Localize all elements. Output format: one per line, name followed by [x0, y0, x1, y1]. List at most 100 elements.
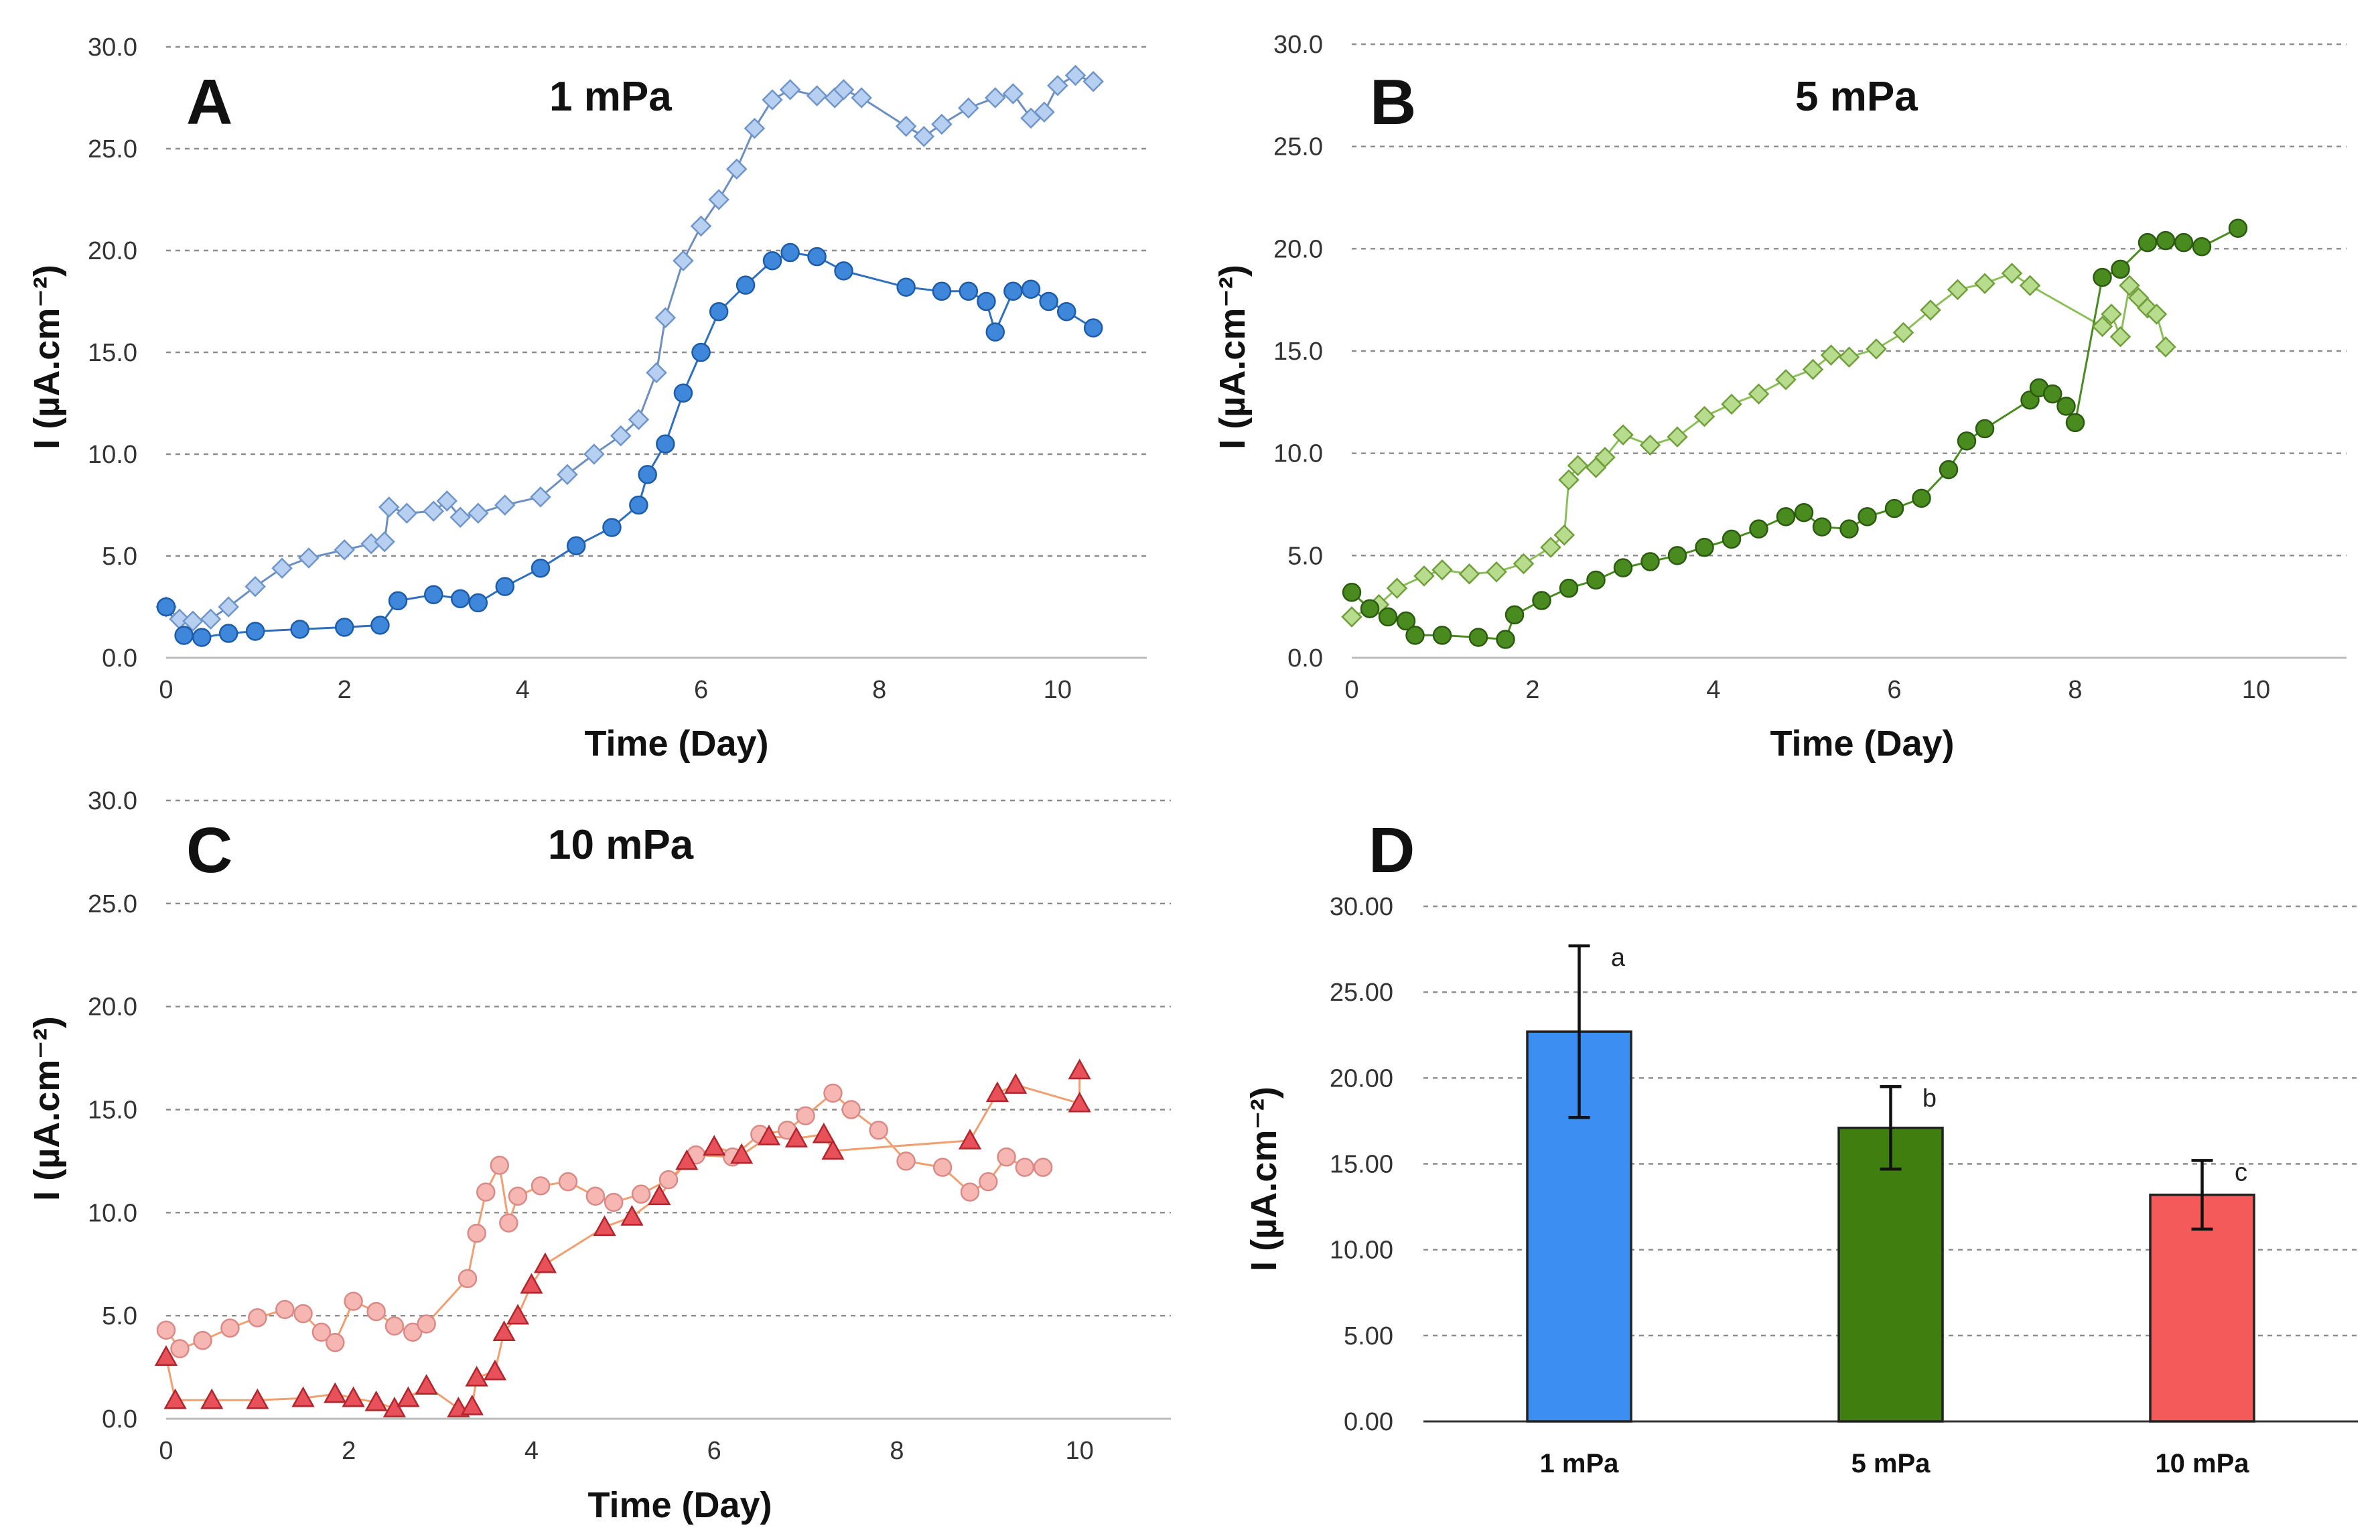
panel-a-circle-point [156, 597, 176, 617]
panel-b-y-tick-label: 10.0 [1273, 440, 1323, 468]
panel-d-y-tick-label: 5.00 [1344, 1322, 1393, 1350]
panel-b-diamond-point [1892, 322, 1914, 344]
panel-d-significance-letter: c [2235, 1158, 2247, 1186]
panel-b-x-tick-label: 2 [1525, 676, 1539, 704]
panel-c-circle-point [1033, 1158, 1053, 1177]
panel-a-gridlines [166, 46, 1147, 659]
panel-c-y-axis-label: I (µA.cm⁻²) [27, 1016, 67, 1201]
panel-a-circle-point [468, 593, 488, 613]
panel-a-y-tick-label: 30.0 [88, 33, 137, 62]
panel-d-category-label: 5 mPa [1851, 1449, 1931, 1478]
panel-c-gridlines [166, 799, 1171, 1420]
panel-c-circle-point [458, 1269, 478, 1289]
panel-b-circle-point [1749, 519, 1768, 539]
panel-b-circle-point [1613, 558, 1633, 577]
panel-a-circle-point [450, 589, 470, 609]
panel-a-diamond-point [468, 502, 489, 524]
panel-a-diamond-point [779, 79, 801, 100]
panel-a-circle-point [807, 247, 827, 267]
panel-a-diamond-point [200, 608, 222, 630]
panel-c-circle-point [467, 1223, 486, 1243]
panel-c-circle-point [384, 1316, 405, 1336]
panel-b-diamond-point [1594, 447, 1616, 468]
panel-c-circle-point [403, 1322, 423, 1342]
panel-b-diamond-point [1866, 338, 1887, 360]
panel-a-circle-point [1003, 281, 1023, 301]
panel-c-triangle-point [520, 1273, 543, 1294]
panel-b-diamond-point [1486, 561, 1507, 583]
panel-c-letter: C [186, 815, 232, 886]
panel-b-diamond-point [1838, 346, 1860, 368]
panel-c-triangle-point [533, 1252, 557, 1273]
panel-b-circle-point [2065, 413, 2085, 433]
panel-b-circle-point [1559, 578, 1579, 598]
panel-a-diamond-point [690, 215, 712, 237]
panel-a-diamond-point [673, 250, 694, 271]
panel-a-diamond-point [271, 557, 293, 579]
panel-a-circle-point [290, 620, 309, 639]
panel-a-circle-point [531, 558, 551, 578]
panel-b-diamond-point [1558, 469, 1580, 491]
panel-b-x-tick-label: 10 [2242, 676, 2270, 704]
panel-d-category-label: 10 mPa [2155, 1449, 2249, 1478]
panel-b-y-axis-label: I (µA.cm⁻²) [1212, 265, 1253, 449]
panel-d-significance-letter: a [1611, 944, 1626, 972]
panel-a-y-tick-label: 15.0 [88, 339, 137, 367]
panel-c-triangle-point [703, 1135, 726, 1156]
panel-c-y-tick-labels: 0.0 5.0 10.0 15.0 20.0 25.0 30.0 [88, 787, 137, 1433]
panel-a-circle-point [566, 536, 586, 556]
panel-a-circle-point [370, 616, 390, 635]
panel-a-x-tick-labels: 0 2 4 6 8 10 [159, 676, 1072, 704]
panel-d-bars: a b c [1526, 944, 2255, 1423]
panel-c-circle-point [326, 1332, 345, 1352]
panel-a-circle-point [985, 322, 1005, 342]
panel-c-x-tick-label: 10 [1065, 1437, 1093, 1465]
panel-a-diamond-point [334, 539, 355, 561]
panel-b-circle-point [2056, 397, 2076, 416]
panel-a-y-tick-label: 5.0 [102, 543, 137, 571]
panel-a-diamond-point [557, 464, 578, 486]
panel-b-diamond-point [1820, 344, 1842, 366]
panel-b-diamond-point [1974, 273, 1996, 295]
panel-c-triangle-point [200, 1388, 224, 1409]
panel-b-diamond-point [1431, 559, 1453, 581]
panel-b-circle-point [1776, 507, 1796, 527]
panel-b-diamond-point [1775, 368, 1797, 391]
panel-c-triangle-point [958, 1129, 982, 1149]
panel-a-diamond-point [218, 596, 239, 618]
panel-a-circle-point [1056, 301, 1076, 322]
panel-a-diamond-point [958, 97, 979, 119]
panel-c-circle-point [585, 1186, 606, 1206]
panel-a-diamond-point [530, 486, 551, 508]
panel-d-bar [2149, 1193, 2255, 1423]
panel-b-markers [1341, 218, 2248, 649]
panel-b-circle-point [1342, 583, 1362, 602]
panel-c-circle-point [932, 1158, 953, 1177]
panel-a-diamond-point [1082, 70, 1104, 92]
panel-d-category-labels: 1 mPa 5 mPa 10 mPa [1540, 1449, 2250, 1478]
panel-c-triangle-point [729, 1143, 754, 1164]
panel-c-triangle-point [342, 1386, 365, 1407]
panel-a-diamond-point [1047, 74, 1068, 96]
panel-b-diamond-point [2109, 326, 2131, 348]
panel-c-circle-point [658, 1170, 679, 1190]
panel-a-diamond-point [984, 87, 1006, 109]
panel-d-y-tick-label: 10.00 [1330, 1237, 1393, 1265]
panel-a-x-tick-label: 10 [1044, 676, 1072, 704]
panel-c-circle-point [558, 1172, 578, 1192]
panel-b-diamond-point [2001, 263, 2023, 284]
panel-b-diamond-point [1567, 455, 1589, 476]
panel-b-x-tick-label: 0 [1344, 676, 1358, 704]
panel-d-y-tick-label: 30.00 [1330, 893, 1393, 921]
panel-b-diamond-point [1802, 358, 1824, 380]
panel-b-series-2-line [1350, 227, 2239, 641]
panel-c-circle-point [1015, 1158, 1035, 1177]
panel-b-circle-point [1722, 529, 1742, 549]
panel-b-circle-point [1695, 537, 1714, 557]
panel-b-circle-point [1839, 519, 1859, 539]
panel-a-circle-point [932, 281, 952, 301]
panel-a-circle-point [629, 495, 648, 515]
panel-b-y-tick-label: 15.0 [1273, 338, 1323, 366]
panel-a-circle-point [174, 626, 194, 645]
panel-b-circle-point [2156, 230, 2176, 251]
